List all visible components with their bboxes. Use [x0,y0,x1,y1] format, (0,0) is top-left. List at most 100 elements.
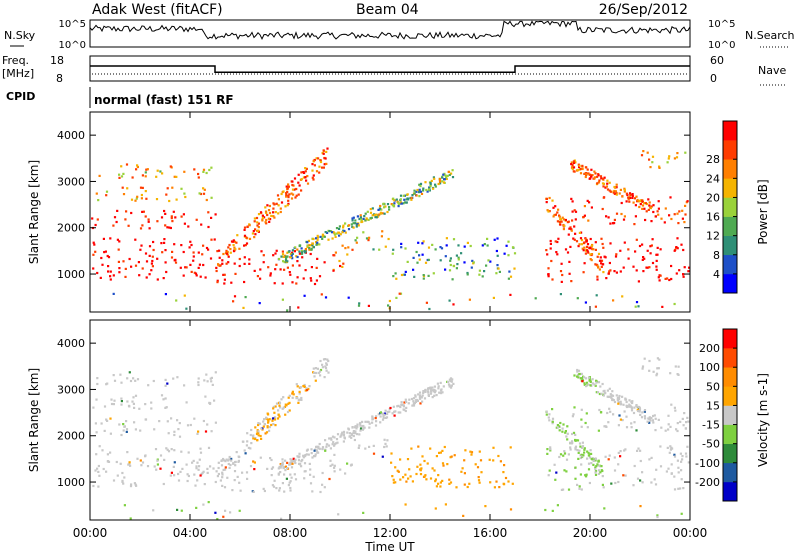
data-point [356,223,359,226]
data-point [639,413,642,416]
data-point [594,384,597,387]
data-point [562,218,566,221]
data-point [601,242,604,246]
data-point [319,159,322,162]
data-point [403,408,406,411]
freq-label: Freq. [2,54,29,67]
data-point [339,435,342,438]
data-point [666,161,669,164]
data-point [344,247,347,250]
data-point [566,251,570,254]
data-point [571,440,574,443]
data-point [296,385,299,388]
data-point [202,244,205,247]
data-point [406,260,409,263]
data-point [159,170,162,173]
data-point [287,194,290,197]
data-point [628,399,631,402]
data-point [295,187,298,191]
data-point [559,293,562,296]
data-point [621,395,624,398]
data-point [333,232,336,235]
data-point [128,461,131,464]
data-point [509,293,512,296]
data-point [330,438,333,441]
data-point [677,487,680,490]
data-point [399,292,403,295]
y-tick-label: 4000 [57,337,85,350]
data-point [582,216,585,219]
data-point [226,476,229,479]
data-point [315,449,318,452]
data-point [575,439,578,442]
data-point [578,485,581,488]
data-point [155,175,158,178]
data-point [118,173,121,176]
data-point [271,484,274,487]
data-point [258,302,261,305]
data-point [289,256,292,259]
data-point [558,214,561,217]
data-point [386,203,390,206]
data-point [576,375,579,378]
data-point [298,184,301,187]
data-point [124,267,127,270]
data-point [291,392,294,395]
data-point [682,487,685,490]
data-point [416,188,419,192]
colorbar-segment [723,443,737,464]
data-point [198,263,201,266]
data-point [623,190,626,193]
data-point [685,455,688,458]
data-point [600,259,604,262]
data-point [273,479,276,482]
data-point [613,456,616,459]
data-point [671,447,674,450]
data-point [355,427,358,430]
data-point [100,422,103,425]
data-point [661,305,664,308]
data-point [630,422,633,425]
freq-tick-top: 18 [50,54,64,67]
data-point [594,263,597,266]
data-point [286,187,289,190]
data-point [438,451,441,454]
data-point [321,471,324,475]
data-point [442,181,445,184]
data-point [437,182,440,186]
data-point [613,218,616,221]
data-point [222,252,225,256]
data-point [300,460,303,463]
data-point [291,252,294,255]
data-point [416,261,419,264]
data-point [424,389,427,392]
data-point [136,165,139,169]
data-point [325,362,328,365]
data-point [569,448,572,451]
data-point [571,432,574,436]
data-point [177,472,180,476]
colorbar-tick-label: -200 [695,476,720,489]
data-point [428,307,431,311]
data-point [682,273,685,276]
data-point [227,462,230,466]
colorbar-segment [723,178,737,198]
data-point [173,433,176,437]
data-point [302,456,305,459]
data-point [238,481,241,484]
data-point [447,170,450,173]
data-point [315,237,318,240]
data-point [262,425,265,428]
data-point [283,473,286,476]
data-point [244,296,247,299]
data-point [562,423,565,426]
data-point [643,202,646,205]
data-point [285,257,288,260]
data-point [163,241,166,244]
data-point [92,484,95,488]
data-point [221,259,224,262]
data-point [390,203,393,206]
data-point [346,462,349,465]
data-point [284,465,287,468]
data-point [245,242,249,245]
